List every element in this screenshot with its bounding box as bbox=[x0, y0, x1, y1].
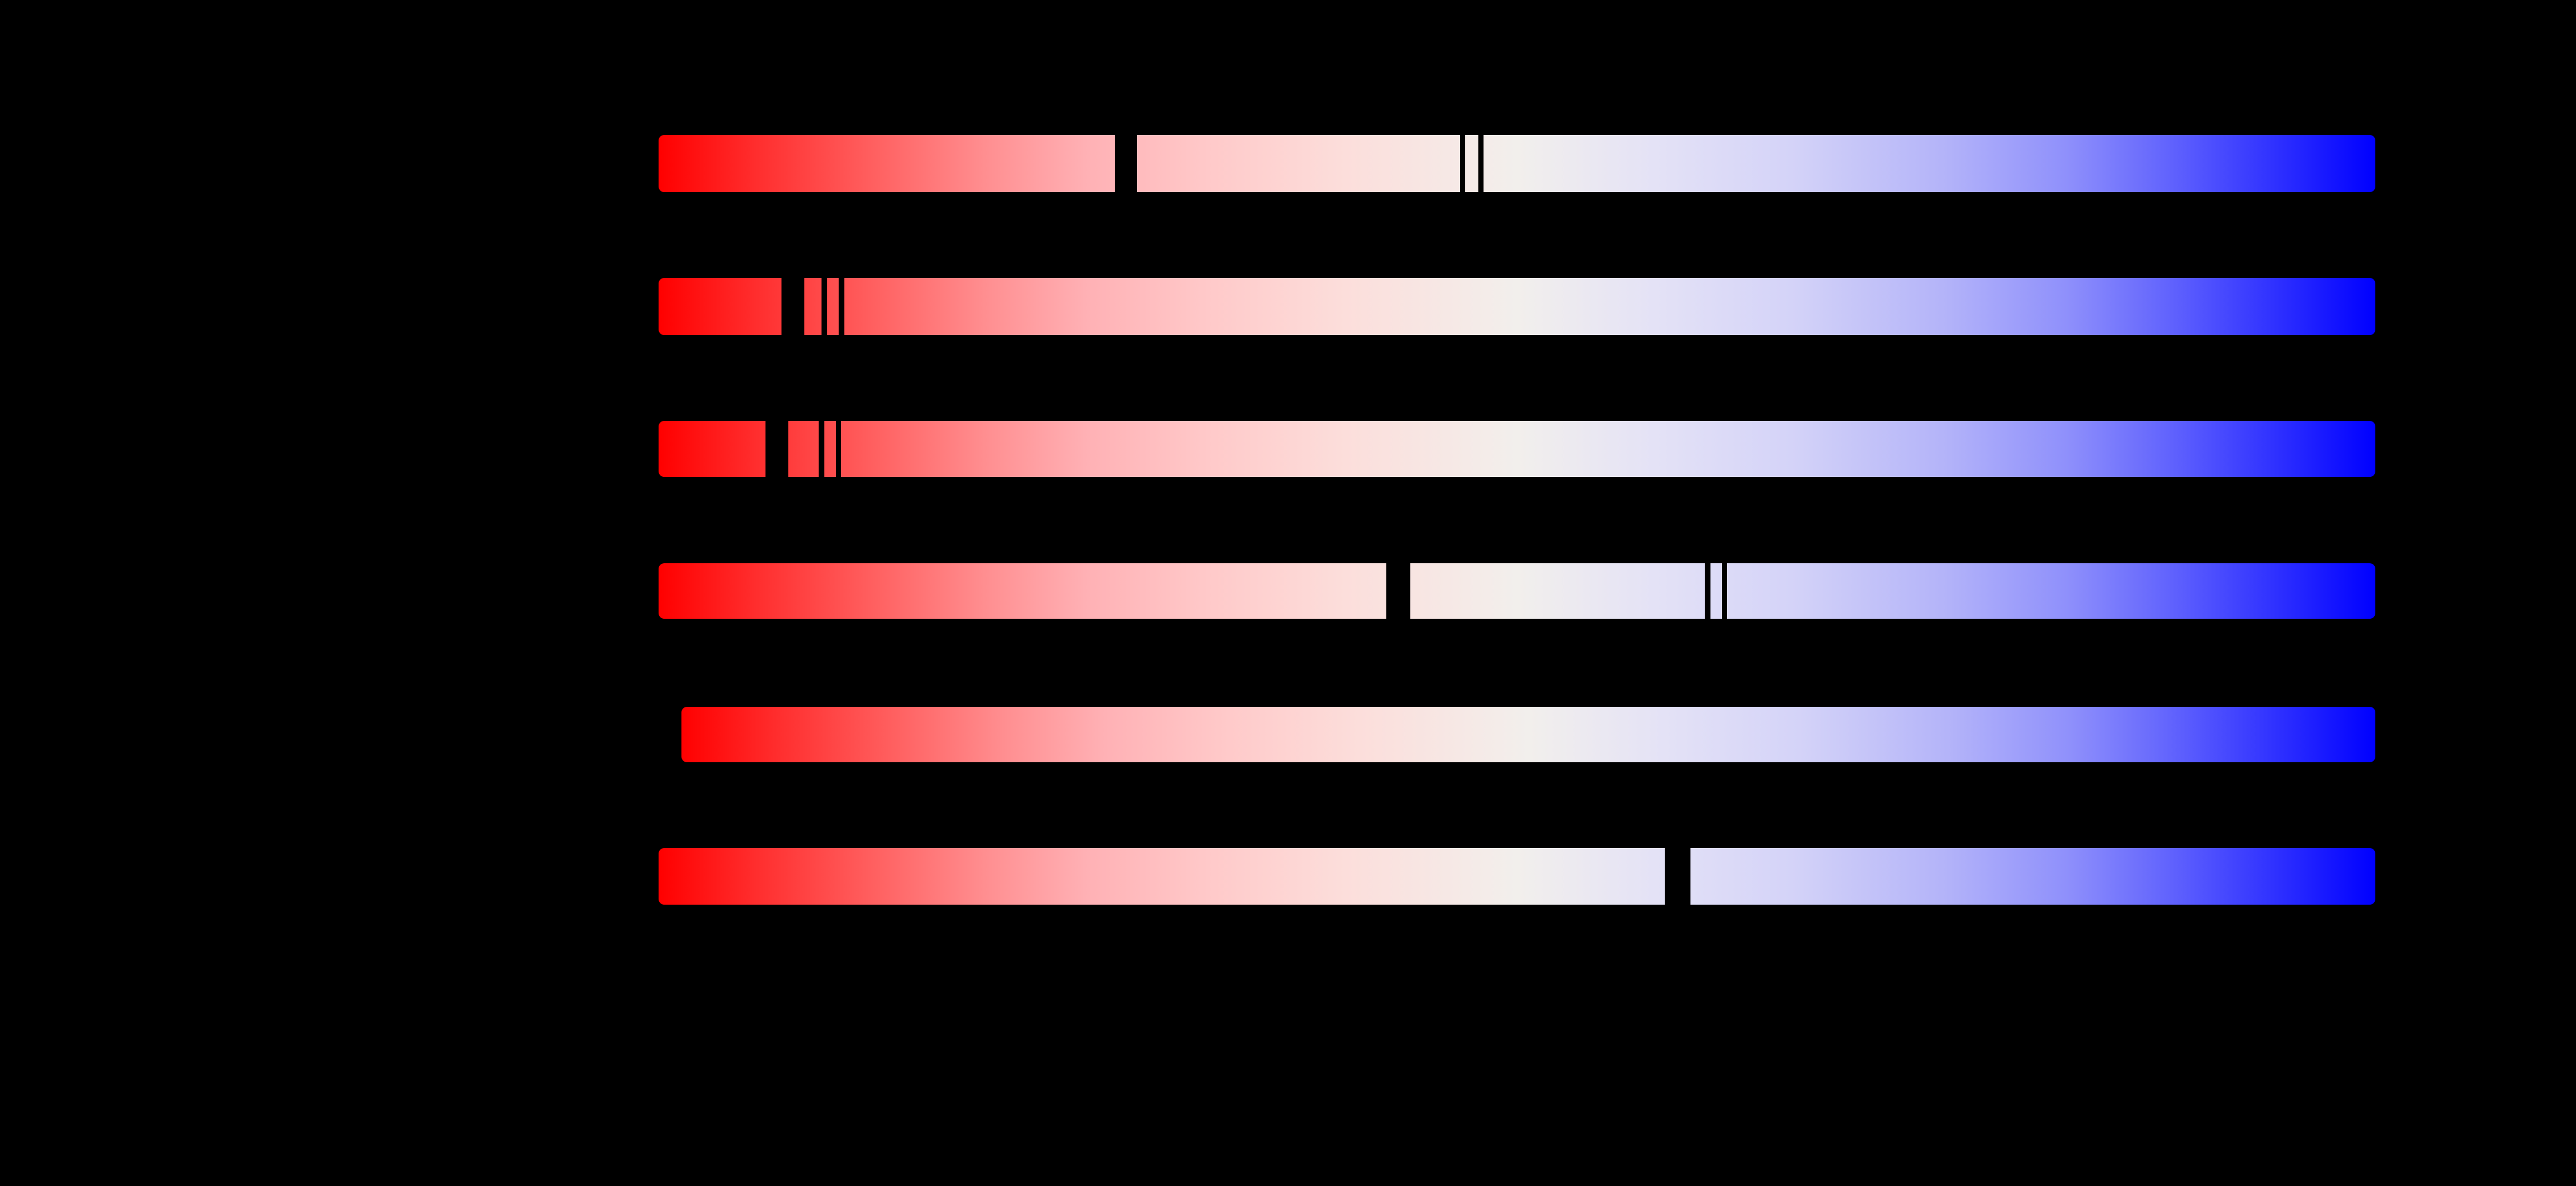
break-line-strip-6-1 bbox=[1665, 847, 1690, 906]
break-line-strip-2-1 bbox=[781, 277, 804, 336]
break-line-strip-2-2 bbox=[822, 277, 827, 336]
gradient-strip-4 bbox=[659, 562, 2375, 620]
gradient-strip-3 bbox=[659, 420, 2375, 478]
gradient-strip-6 bbox=[659, 847, 2375, 906]
break-line-strip-2-3 bbox=[839, 277, 844, 336]
gradient-strip-5 bbox=[681, 707, 2375, 762]
break-line-strip-4-2 bbox=[1705, 562, 1710, 620]
break-line-strip-1-3 bbox=[1478, 134, 1484, 193]
break-line-strip-3-3 bbox=[836, 420, 841, 478]
break-line-strip-1-2 bbox=[1460, 134, 1465, 193]
break-line-strip-3-1 bbox=[765, 420, 788, 478]
gradient-strip-1 bbox=[659, 134, 2375, 193]
break-line-strip-4-3 bbox=[1722, 562, 1727, 620]
break-line-strip-3-2 bbox=[819, 420, 824, 478]
break-line-strip-1-1 bbox=[1115, 134, 1137, 193]
gradient-strip-2 bbox=[659, 277, 2375, 336]
break-line-strip-4-1 bbox=[1386, 562, 1410, 620]
